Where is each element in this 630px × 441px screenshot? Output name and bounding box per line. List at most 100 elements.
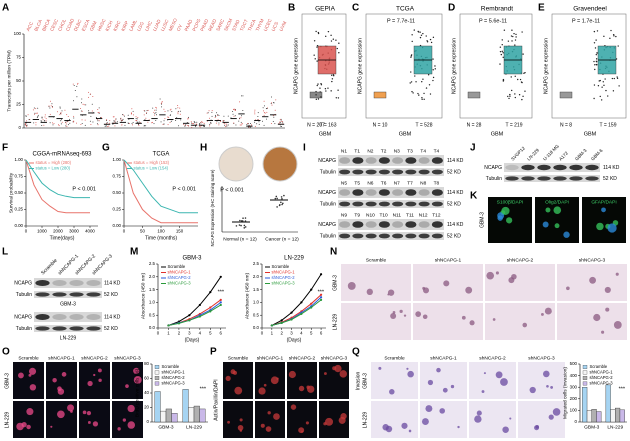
y-axis-label: NCAPG gene expression [451,38,457,94]
cell [605,307,610,312]
cell [260,423,265,428]
jitter-dot [67,115,69,117]
jitter-dot [61,121,63,123]
cell [347,281,356,290]
jitter-dot [49,113,51,115]
jitter-dot [155,106,157,108]
jitter-dot [83,104,85,106]
jitter-dot [44,114,46,116]
series-line [168,299,222,326]
x-axis-label: (Days) [287,337,302,343]
jitter-dot [279,118,281,120]
cell [225,375,231,382]
cell [258,387,266,395]
cell [474,415,482,423]
y-tick-label: 20 [144,405,149,410]
jitter-dot [25,124,27,126]
jitter-dot [413,29,415,31]
jitter-dot [216,114,218,116]
dot [281,197,283,200]
jitter-dot [183,124,185,126]
jitter-dot [501,39,503,41]
x-tick-label: 6 [320,331,323,336]
jitter-dot [414,75,416,77]
jitter-dot [514,93,516,95]
jitter-dot [209,123,211,125]
cell [450,384,455,389]
jitter-dot [132,121,134,123]
jitter-dot [595,63,598,66]
dot [238,224,241,226]
point [280,321,283,324]
jitter-dot [417,92,419,95]
dot [243,227,246,229]
jitter-dot [152,107,154,109]
jitter-dot [84,119,86,121]
jitter-dot [315,94,317,96]
category-label: LAML [128,19,138,32]
jitter-dot [209,125,211,127]
cell [305,421,309,425]
cell [339,370,347,378]
jitter-dot [521,98,523,101]
blot-band [405,221,417,228]
jitter-dot [254,121,256,123]
cell [230,369,236,375]
cell [87,421,91,424]
lane-label: T2 [381,148,387,154]
legend-entry: shNCAPG-2 [162,375,186,380]
jitter-dot [50,105,52,107]
jitter-dot [320,96,322,98]
jitter-dot [280,118,282,120]
micrograph [371,401,418,438]
jitter-dot [223,120,225,122]
jitter-dot [430,41,433,44]
jitter-dot [502,78,505,81]
jitter-dot [242,95,244,97]
cell [392,310,396,314]
jitter-dot [33,122,35,124]
jitter-dot [207,112,209,114]
blot-band [86,280,101,286]
jitter-dot [502,56,504,59]
jitter-dot [97,124,99,126]
jitter-dot [162,123,164,125]
micrograph [79,362,110,399]
jitter-dot [603,35,605,38]
jitter-dot [135,120,137,122]
x-tick-label: LN-229 [186,424,202,430]
jitter-dot [601,86,603,88]
jitter-dot [113,116,115,118]
jitter-dot [617,45,619,47]
jitter-dot [45,118,47,120]
panel-letter: I [303,143,306,154]
jitter-dot [184,125,186,127]
jitter-dot [503,29,506,31]
jitter-dot [161,102,163,104]
jitter-dot [410,56,412,58]
jitter-dot [52,124,54,126]
jitter-dot [67,124,69,126]
cell [495,371,503,379]
cell [492,318,496,321]
legend-swatch [154,370,160,375]
micrograph [518,401,565,438]
jitter-dot [510,89,513,92]
jitter-dot [512,35,514,38]
lane-label: GBM-3 [574,148,588,162]
y-tick-label: 60 [144,376,149,381]
jitter-dot [203,125,205,127]
kd-label: 114 KD [603,165,620,171]
jitter-dot [410,81,413,83]
cell [306,385,310,389]
cell [422,314,428,320]
cell [442,387,448,393]
jitter-dot [319,91,321,93]
jitter-dot [98,112,100,114]
group-label: GBM [399,131,412,137]
blot-band [339,201,351,207]
jitter-dot [223,115,225,117]
lane-label: SVGP12 [510,145,526,161]
chart-title: CGGA-mRNAseq-693 [32,152,92,158]
micrograph [287,362,317,399]
